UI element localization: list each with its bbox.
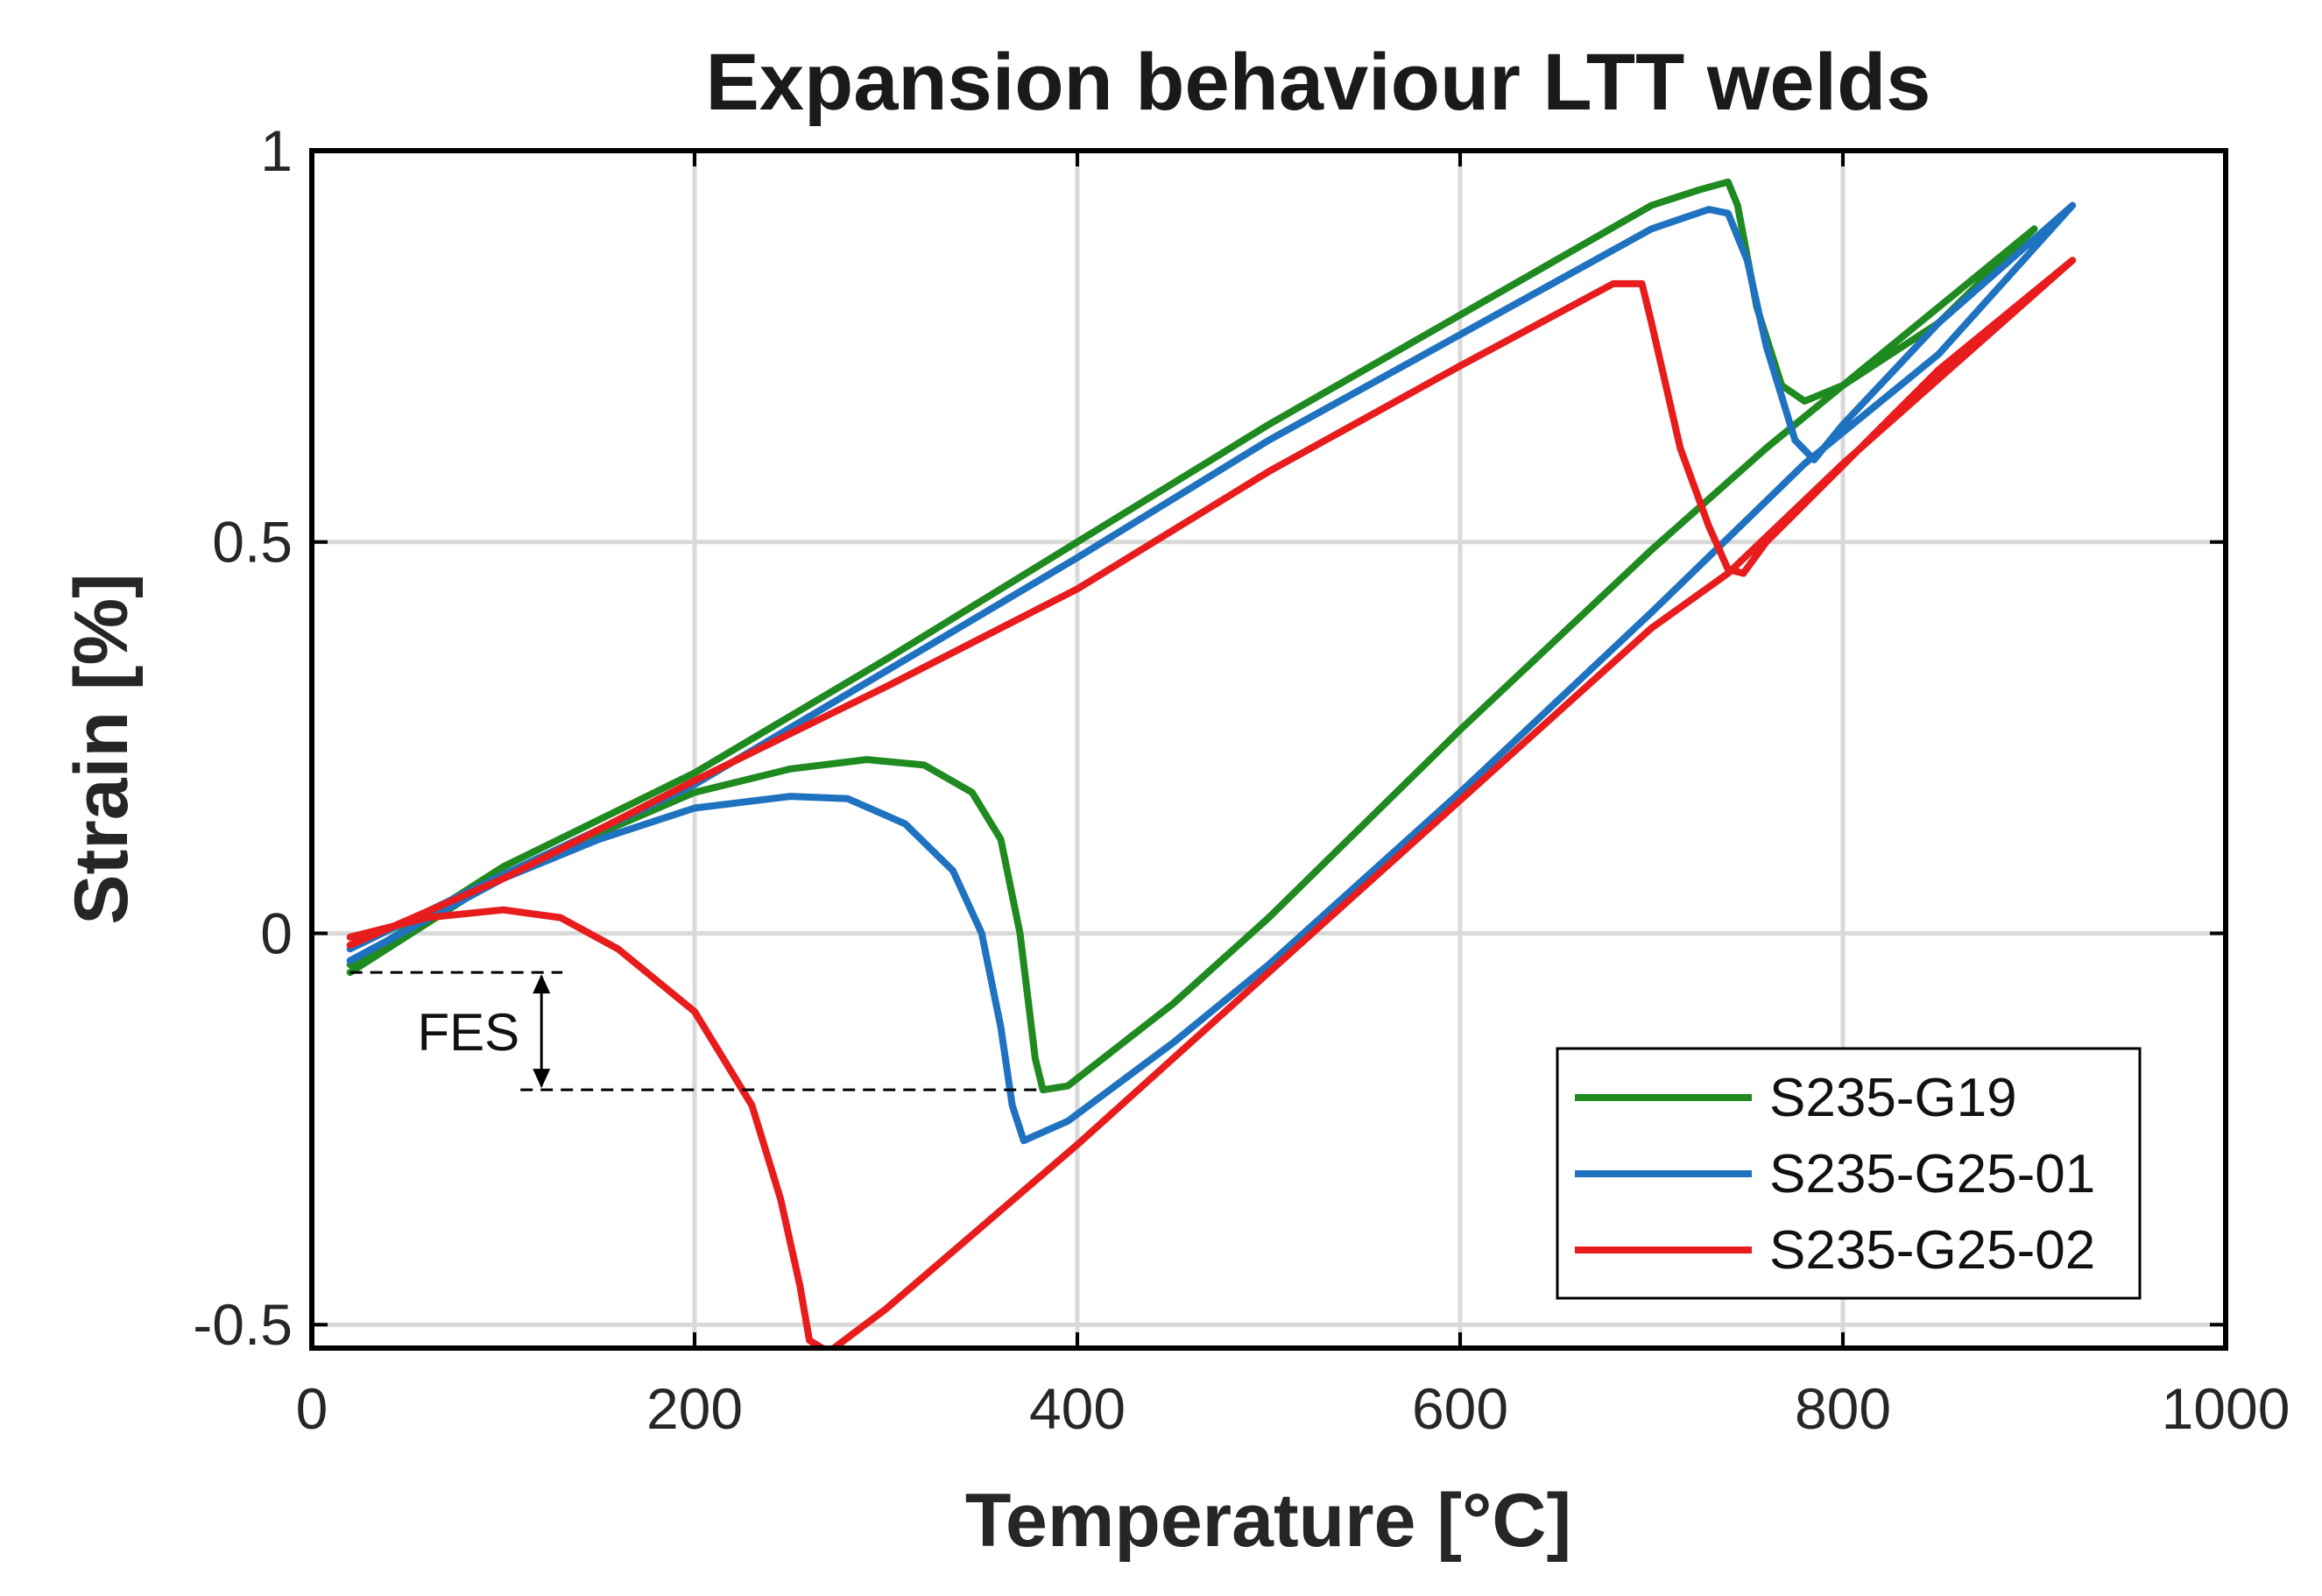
series-line-1 <box>346 201 2077 1145</box>
y-tick-label: 0 <box>260 900 293 965</box>
legend-label-2: S235-G25-02 <box>1769 1220 2095 1281</box>
x-tick-label: 1000 <box>2162 1376 2290 1441</box>
fes-annotation: FES <box>349 971 1040 1091</box>
legend-label-0: S235-G19 <box>1769 1068 2017 1128</box>
chart-title: Expansion behaviour LTT welds <box>706 38 1931 127</box>
fes-label: FES <box>417 1003 519 1062</box>
series-line-2 <box>346 257 2077 1348</box>
x-tick-label: 400 <box>1029 1376 1126 1441</box>
legend-label-1: S235-G25-01 <box>1769 1144 2095 1204</box>
y-tick-label: -0.5 <box>193 1292 293 1357</box>
fes-arrowhead-up <box>533 974 551 994</box>
x-tick-label: 800 <box>1795 1376 1891 1441</box>
grid-lines <box>312 151 2226 1348</box>
y-tick-label: 1 <box>260 118 293 183</box>
series-group <box>346 178 2077 1348</box>
x-axis-label: Temperature [°C] <box>965 1479 1571 1563</box>
legend: S235-G19 S235-G25-01 S235-G25-02 <box>1556 1047 2142 1300</box>
x-tick-label: 0 <box>296 1376 328 1441</box>
x-tick-label: 200 <box>646 1376 743 1441</box>
plot-frame <box>309 148 2228 1351</box>
series-line-0 <box>346 178 2038 1094</box>
y-tick-label: 0.5 <box>212 510 293 575</box>
axis-ticks: 0 200 400 600 800 1000-0.500.51 <box>193 118 2290 1441</box>
y-axis-label: Strain [%] <box>60 573 144 924</box>
fes-arrowhead-down <box>533 1069 551 1089</box>
x-tick-label: 600 <box>1412 1376 1508 1441</box>
